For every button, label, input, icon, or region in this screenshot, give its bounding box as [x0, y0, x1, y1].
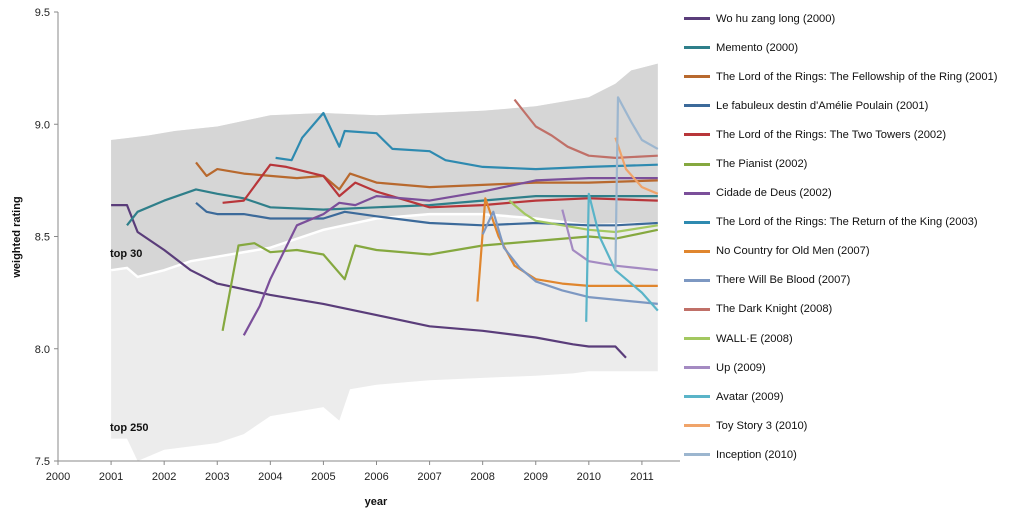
legend-swatch	[684, 191, 710, 195]
legend-item: Up (2009)	[684, 353, 1022, 382]
legend-label: Inception (2010)	[716, 448, 797, 461]
legend-label: The Lord of the Rings: The Two Towers (2…	[716, 128, 947, 141]
series-line-15	[614, 137, 659, 195]
legend-swatch	[684, 162, 710, 166]
series-layer	[111, 96, 659, 359]
legend-swatch	[684, 220, 710, 224]
x-tick-label: 2006	[364, 471, 388, 483]
series-line-13	[561, 209, 658, 272]
legend-item: The Pianist (2002)	[684, 149, 1022, 178]
x-tick-label: 2003	[205, 471, 229, 483]
x-tick-label: 2007	[417, 471, 441, 483]
series-line-2	[126, 188, 658, 226]
series-line-11	[513, 98, 658, 159]
legend-item: Inception (2010)	[684, 440, 1022, 469]
x-tick-label: 2004	[258, 471, 282, 483]
x-tick-label: 2008	[470, 471, 494, 483]
band-label-top250: top 250	[110, 422, 149, 434]
legend-swatch	[684, 17, 710, 21]
line-chart: 2000 2001 2002 2003 2004 2005 2006 2007 2008 2009…	[11, 7, 680, 508]
legend-item: WALL·E (2008)	[684, 324, 1022, 353]
x-tick-label: 2009	[524, 471, 548, 483]
x-tick-label: 2001	[99, 471, 123, 483]
legend-item: Cidade de Deus (2002)	[684, 179, 1022, 208]
x-tick-label: 2010	[577, 471, 601, 483]
series-line-1	[111, 204, 627, 359]
series-line-4	[195, 201, 658, 227]
legend-item: Memento (2000)	[684, 33, 1022, 62]
legend-swatch	[684, 133, 710, 137]
legend-label: There Will Be Blood (2007)	[716, 274, 851, 287]
band-label-top30: top 30	[110, 248, 142, 260]
series-line-7	[242, 177, 658, 336]
legend-item: Toy Story 3 (2010)	[684, 411, 1022, 440]
y-tick-label: 9.0	[35, 119, 50, 131]
legend-swatch	[684, 278, 710, 282]
legend-label: The Pianist (2002)	[716, 158, 808, 171]
y-axis-title: weighted rating	[11, 196, 23, 278]
legend-item: No Country for Old Men (2007)	[684, 237, 1022, 266]
legend-swatch	[684, 453, 710, 457]
y-tick-label: 8.5	[35, 232, 50, 244]
legend-swatch	[684, 75, 710, 79]
legend-label: The Lord of the Rings: The Return of the…	[716, 216, 978, 229]
legend-item: The Dark Knight (2008)	[684, 295, 1022, 324]
x-tick-label: 2000	[46, 471, 70, 483]
series-line-14	[585, 192, 659, 322]
legend-item: The Lord of the Rings: The Fellowship of…	[684, 62, 1022, 91]
x-axis-title: year	[365, 496, 388, 508]
legend-label: The Dark Knight (2008)	[716, 303, 833, 316]
legend-label: Toy Story 3 (2010)	[716, 419, 808, 432]
legend-item: There Will Be Blood (2007)	[684, 266, 1022, 295]
legend-swatch	[684, 395, 710, 399]
y-tick-label: 7.5	[35, 456, 50, 468]
legend-label: The Lord of the Rings: The Fellowship of…	[716, 70, 998, 83]
rating-bands	[110, 63, 658, 461]
legend-label: Memento (2000)	[716, 41, 799, 54]
legend-swatch	[684, 249, 710, 253]
legend-swatch	[684, 104, 710, 108]
y-tick-label: 9.5	[35, 7, 50, 19]
x-tick-label: 2005	[311, 471, 335, 483]
series-line-10	[481, 210, 658, 305]
legend-item: Wo hu zang long (2000)	[684, 4, 1022, 33]
top30-boundary-line	[110, 212, 658, 279]
legend-item: Avatar (2009)	[684, 382, 1022, 411]
legend-swatch	[684, 337, 710, 341]
legend-swatch	[684, 46, 710, 50]
legend-label: Wo hu zang long (2000)	[716, 12, 836, 25]
legend-swatch	[684, 307, 710, 311]
top30-band	[111, 63, 658, 277]
legend-item: Le fabuleux destin d'Amélie Poulain (200…	[684, 91, 1022, 120]
x-tick-label: 2002	[152, 471, 176, 483]
series-line-16	[614, 96, 659, 271]
legend-label: Le fabuleux destin d'Amélie Poulain (200…	[716, 99, 929, 112]
legend-item: The Lord of the Rings: The Two Towers (2…	[684, 120, 1022, 149]
legend-swatch	[684, 366, 710, 370]
axes: 2000 2001 2002 2003 2004 2005 2006 2007 2008 2009…	[35, 7, 680, 483]
legend-label: Avatar (2009)	[716, 390, 784, 403]
legend: Wo hu zang long (2000) Memento (2000) The …	[684, 4, 1022, 470]
y-tick-label: 8.0	[35, 344, 50, 356]
legend-label: WALL·E (2008)	[716, 332, 793, 345]
legend-item: The Lord of the Rings: The Return of the…	[684, 208, 1022, 237]
series-line-6	[221, 228, 659, 332]
legend-label: No Country for Old Men (2007)	[716, 245, 870, 258]
legend-swatch	[684, 424, 710, 428]
legend-label: Cidade de Deus (2002)	[716, 187, 832, 200]
legend-label: Up (2009)	[716, 361, 766, 374]
series-line-8	[275, 111, 658, 171]
x-tick-label: 2011	[630, 471, 654, 483]
series-line-5	[222, 163, 658, 209]
